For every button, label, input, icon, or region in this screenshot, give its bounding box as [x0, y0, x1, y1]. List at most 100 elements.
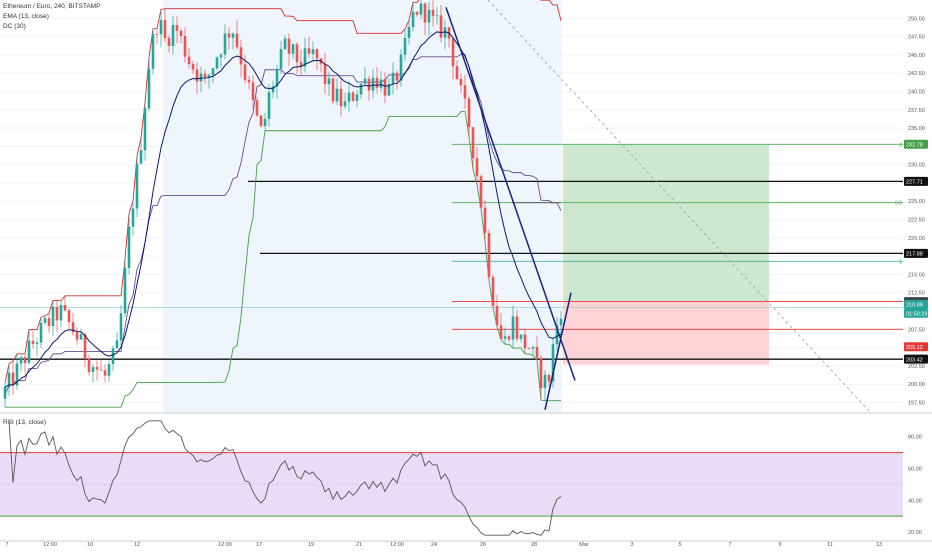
- candle-body-134: [539, 357, 543, 389]
- candle-body-71: [287, 38, 291, 54]
- candle-body-106: [427, 9, 431, 23]
- x-tick-15: 7: [728, 542, 731, 548]
- x-tick-9: 24: [431, 542, 437, 548]
- candle-body-60: [243, 64, 247, 80]
- candle-body-1: [7, 372, 11, 388]
- candle-body-63: [255, 100, 259, 116]
- candle-body-72: [291, 44, 295, 54]
- candle-body-105: [423, 3, 427, 23]
- candle-body-46: [187, 56, 191, 64]
- candle-body-69: [279, 49, 283, 69]
- candle-body-8: [35, 342, 39, 344]
- price-tick-11: 222.50: [908, 218, 925, 224]
- candle-body-61: [247, 79, 251, 83]
- price-tick-14: 215.00: [908, 272, 925, 278]
- price-tick-20: 200.00: [908, 382, 925, 388]
- dc-lower-line: [5, 111, 561, 408]
- x-tick-12: Mar: [579, 542, 589, 548]
- candle-body-132: [531, 347, 535, 349]
- candle-body-3: [15, 363, 19, 386]
- trendline-up: [544, 292, 572, 410]
- price-tick-6: 235.00: [908, 126, 925, 132]
- candle-body-18: [75, 332, 79, 340]
- price-tick-19: 202.50: [908, 364, 925, 370]
- candle-body-121: [487, 232, 491, 277]
- price-tick-2: 245.00: [908, 53, 925, 59]
- candle-body-22: [91, 367, 95, 372]
- candle-body-30: [123, 267, 127, 314]
- candle-body-23: [95, 367, 99, 370]
- candle-body-74: [299, 62, 303, 67]
- candle-body-20: [83, 334, 87, 359]
- candle-body-67: [271, 86, 275, 93]
- candle-body-75: [303, 48, 307, 67]
- candle-body-24: [99, 369, 103, 371]
- rsi-tick-1: 60.00: [908, 466, 922, 472]
- x-tick-8: 12:00: [390, 542, 404, 548]
- candle-body-16: [67, 310, 71, 323]
- x-tick-14: 5: [678, 542, 681, 548]
- candle-body-76: [307, 48, 311, 54]
- candle-body-112: [451, 38, 455, 67]
- candle-body-35: [143, 108, 147, 151]
- dc-upper-line: [4, 0, 562, 384]
- candle-body-128: [515, 316, 519, 339]
- candle-body-5: [23, 357, 27, 363]
- symbol-title: Ethereum / Euro, 240, BITSTAMP: [3, 3, 101, 10]
- candle-body-65: [263, 119, 267, 126]
- candle-body-27: [111, 348, 115, 365]
- candle-body-133: [535, 347, 539, 358]
- candle-body-13: [55, 306, 59, 321]
- candle-body-86: [347, 92, 351, 102]
- candle-body-98: [395, 72, 399, 81]
- candle-body-96: [387, 84, 391, 96]
- candle-body-135: [543, 374, 547, 389]
- candle-body-119: [479, 176, 483, 208]
- candle-body-36: [147, 68, 151, 109]
- countdown-tag-bg: [904, 308, 928, 318]
- loss-zone: [563, 301, 769, 365]
- fib-label-1: 1: [899, 259, 902, 265]
- candle-body-41: [167, 38, 171, 46]
- price-tick-12: 220.00: [908, 236, 925, 242]
- candle-body-29: [119, 313, 123, 341]
- price-tick-10: 225.00: [908, 199, 925, 205]
- candle-body-51: [207, 74, 211, 78]
- candle-body-59: [239, 47, 243, 65]
- dc-legend: DC (30): [3, 23, 26, 30]
- candle-body-42: [171, 25, 175, 46]
- candle-body-55: [223, 33, 227, 55]
- rsi-band: [0, 452, 903, 517]
- candle-body-91: [367, 78, 371, 91]
- highlight-range: [163, 0, 562, 412]
- x-tick-4: 12:00: [218, 542, 232, 548]
- candle-body-43: [175, 25, 179, 31]
- candle-body-82: [331, 78, 335, 102]
- candle-body-80: [323, 63, 327, 85]
- candle-body-117: [471, 127, 475, 159]
- candle-body-89: [359, 83, 363, 95]
- candle-body-114: [459, 79, 463, 86]
- candle-body-124: [499, 325, 503, 339]
- candle-body-108: [435, 15, 439, 17]
- x-tick-10: 26: [480, 542, 486, 548]
- candle-body-47: [191, 63, 195, 70]
- candle-body-137: [551, 344, 555, 382]
- candle-body-17: [71, 322, 75, 333]
- last-price-tag: 210.89: [906, 303, 923, 309]
- candle-body-39: [159, 20, 163, 35]
- candle-body-52: [211, 68, 215, 75]
- candle-body-92: [371, 77, 375, 91]
- target-price-tag-bg: [904, 139, 928, 149]
- candle-body-84: [339, 88, 343, 107]
- level-tag-2: 203.42: [906, 357, 923, 363]
- last-price-tag-bg: [904, 299, 928, 309]
- price-tick-15: 212.50: [908, 291, 925, 297]
- candle-body-34: [139, 150, 143, 164]
- candle-body-66: [267, 92, 271, 120]
- candle-body-85: [343, 101, 347, 107]
- candle-body-49: [199, 73, 203, 82]
- candle-body-118: [475, 158, 479, 177]
- rsi-tick-0: 80.00: [908, 435, 922, 441]
